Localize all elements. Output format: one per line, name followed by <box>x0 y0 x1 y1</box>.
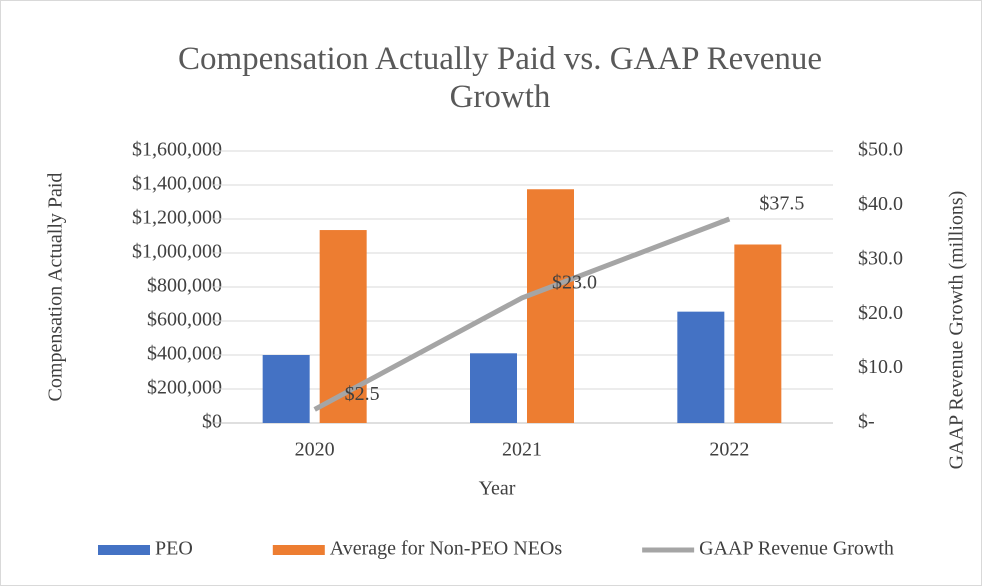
x-tick-label: 2020 <box>295 439 335 461</box>
y-tick-label: $1,400,000 <box>132 173 222 195</box>
legend-swatch <box>98 545 150 555</box>
y-axis-title: Compensation Actually Paid <box>45 173 67 402</box>
chart-title: Compensation Actually Paid vs. GAAP Reve… <box>177 41 823 115</box>
y2-tick-label: $- <box>858 411 875 433</box>
bar <box>734 244 782 423</box>
y-tick-label: $400,000 <box>147 343 222 365</box>
line <box>313 216 731 412</box>
legend-label: Average for Non-PEO NEOs <box>330 538 563 560</box>
y-tick-label: $800,000 <box>147 275 222 297</box>
x-tick-label: 2022 <box>709 439 749 461</box>
y-tick-label: $1,200,000 <box>132 207 222 229</box>
y-tick-label: $1,600,000 <box>132 139 222 161</box>
y2-tick-label: $10.0 <box>858 356 903 378</box>
legend-label: GAAP Revenue Growth <box>699 538 894 560</box>
y-tick-label: $600,000 <box>147 309 222 331</box>
y2-tick-label: $50.0 <box>858 139 903 161</box>
legend-swatch <box>272 545 325 555</box>
data-label: $37.5 <box>759 193 804 215</box>
y2-tick-label: $40.0 <box>858 193 903 215</box>
bar <box>470 353 517 423</box>
x-tick-label: 2021 <box>502 439 542 461</box>
y-tick-label: $1,000,000 <box>132 241 222 263</box>
legend-label: PEO <box>155 538 193 560</box>
bar <box>319 230 367 423</box>
bar <box>527 189 574 423</box>
y2-tick-label: $20.0 <box>858 302 903 324</box>
x-axis-title: Year <box>479 478 516 500</box>
y2-axis-title: GAAP Revenue Growth (millions) <box>946 191 968 470</box>
data-label: $2.5 <box>345 383 380 405</box>
bar <box>262 355 310 423</box>
y-tick-label: $200,000 <box>147 377 222 399</box>
y2-tick-label: $30.0 <box>858 247 903 269</box>
data-label: $23.0 <box>552 271 597 293</box>
bar <box>677 311 725 423</box>
y-tick-label: $0 <box>202 411 222 433</box>
